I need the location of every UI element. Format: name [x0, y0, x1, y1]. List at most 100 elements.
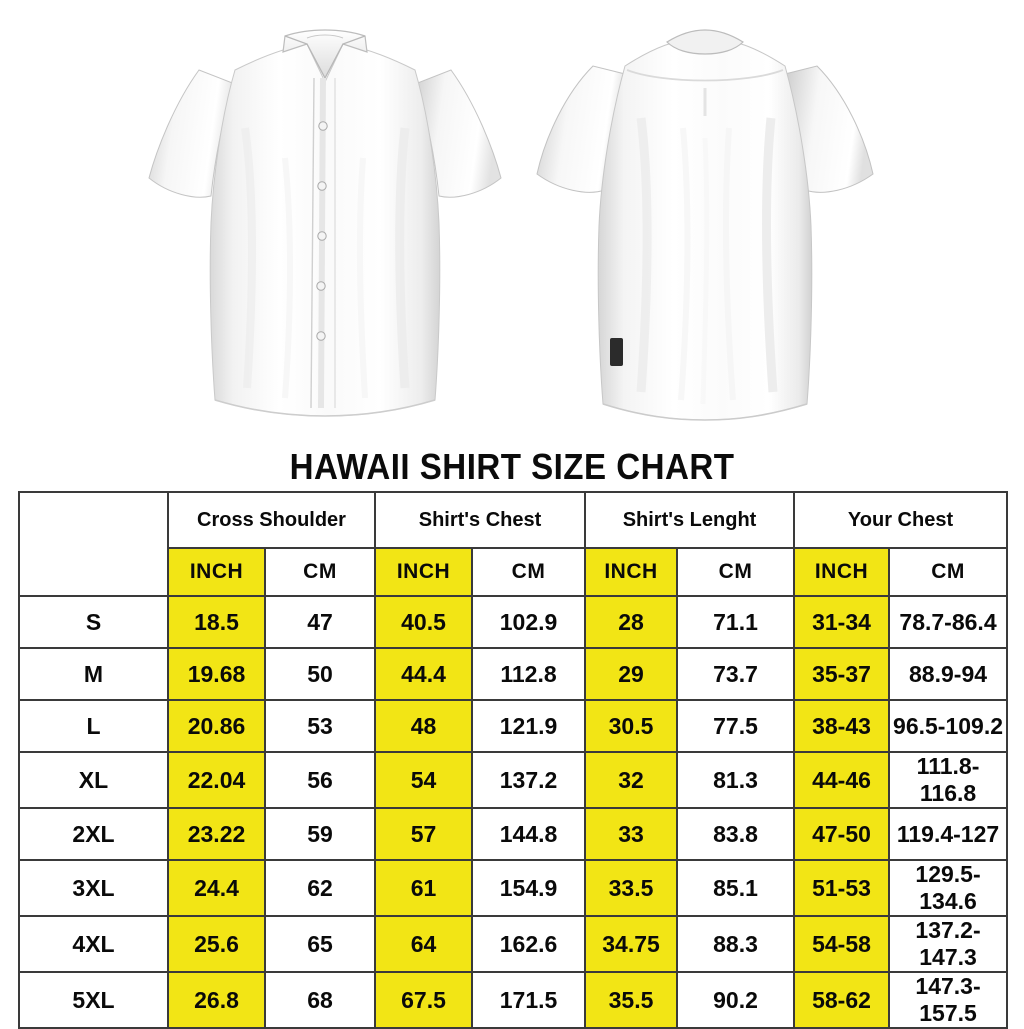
cell-shirts-chest-cm: 137.2: [471, 751, 587, 809]
size-label-cell: 3XL: [18, 859, 169, 917]
group-header-shirts-lenght: Shirt's Lenght: [584, 491, 796, 549]
cell-shirts-lenght-cm: 85.1: [676, 859, 796, 917]
cell-shirts-lenght-inch: 29: [584, 647, 679, 701]
cell-your-chest-inch: 51-53: [793, 859, 891, 917]
cell-your-chest-inch: 35-37: [793, 647, 891, 701]
cell-shirts-chest-cm: 171.5: [471, 971, 587, 1029]
table-row: 4XL 25.6 65 64 162.6 34.75 88.3 54-58 137.2-147.…: [18, 915, 1009, 973]
cell-shirts-lenght-cm: 71.1: [676, 595, 796, 649]
cell-shirts-chest-inch: 44.4: [374, 647, 474, 701]
unit-header-your-chest-cm: CM: [888, 547, 1009, 597]
cell-cross-shoulder-inch: 20.86: [167, 699, 266, 753]
cell-shirts-lenght-inch: 35.5: [584, 971, 679, 1029]
table-row: M 19.68 50 44.4 112.8 29 73.7 35-37 88.9-94: [18, 647, 1009, 701]
cell-your-chest-cm: 147.3-157.5: [888, 971, 1009, 1029]
cell-shirts-lenght-cm: 81.3: [676, 751, 796, 809]
unit-header-your-chest-inch: INCH: [793, 547, 891, 597]
cell-your-chest-inch: 54-58: [793, 915, 891, 973]
cell-cross-shoulder-inch: 25.6: [167, 915, 266, 973]
table-row: 2XL 23.22 59 57 144.8 33 83.8 47-50 119.4-127: [18, 807, 1009, 861]
cell-shirts-chest-inch: 67.5: [374, 971, 474, 1029]
size-chart-table: Cross Shoulder Shirt's Chest Shirt's Len…: [18, 491, 1009, 1029]
cell-shirts-lenght-inch: 34.75: [584, 915, 679, 973]
cell-shirts-lenght-cm: 73.7: [676, 647, 796, 701]
cell-shirts-chest-cm: 112.8: [471, 647, 587, 701]
cell-cross-shoulder-cm: 68: [263, 971, 377, 1029]
shirt-front-view: [135, 8, 515, 433]
cell-your-chest-cm: 111.8-116.8: [888, 751, 1009, 809]
cell-your-chest-inch: 58-62: [793, 971, 891, 1029]
cell-cross-shoulder-cm: 59: [263, 807, 377, 861]
cell-cross-shoulder-cm: 56: [263, 751, 377, 809]
cell-shirts-chest-cm: 121.9: [471, 699, 587, 753]
unit-header-shirts-lenght-inch: INCH: [584, 547, 679, 597]
group-header-shirts-chest: Shirt's Chest: [374, 491, 587, 549]
cell-your-chest-inch: 47-50: [793, 807, 891, 861]
cell-shirts-chest-cm: 102.9: [471, 595, 587, 649]
shirt-hem-label-tag: [610, 338, 623, 366]
cell-shirts-chest-inch: 61: [374, 859, 474, 917]
size-label-cell: L: [18, 699, 169, 753]
cell-shirts-lenght-inch: 33.5: [584, 859, 679, 917]
table-row: 3XL 24.4 62 61 154.9 33.5 85.1 51-53 129.5-134.6: [18, 859, 1009, 917]
size-label-cell: 2XL: [18, 807, 169, 861]
cell-shirts-lenght-inch: 32: [584, 751, 679, 809]
cell-cross-shoulder-inch: 26.8: [167, 971, 266, 1029]
table-row: XL 22.04 56 54 137.2 32 81.3 44-46 111.8-116.8: [18, 751, 1009, 809]
table-row: L 20.86 53 48 121.9 30.5 77.5 38-43 96.5-109.2: [18, 699, 1009, 753]
unit-header-shirts-chest-cm: CM: [471, 547, 587, 597]
size-label-cell: S: [18, 595, 169, 649]
cell-shirts-chest-cm: 162.6: [471, 915, 587, 973]
cell-cross-shoulder-cm: 47: [263, 595, 377, 649]
table-row: 5XL 26.8 68 67.5 171.5 35.5 90.2 58-62 147.3-157…: [18, 971, 1009, 1029]
cell-your-chest-inch: 38-43: [793, 699, 891, 753]
cell-cross-shoulder-inch: 23.22: [167, 807, 266, 861]
group-header-row: Cross Shoulder Shirt's Chest Shirt's Len…: [18, 491, 1009, 597]
cell-shirts-chest-inch: 54: [374, 751, 474, 809]
cell-shirts-lenght-cm: 88.3: [676, 915, 796, 973]
cell-shirts-chest-cm: 154.9: [471, 859, 587, 917]
cell-shirts-lenght-inch: 28: [584, 595, 679, 649]
cell-shirts-chest-cm: 144.8: [471, 807, 587, 861]
cell-your-chest-cm: 78.7-86.4: [888, 595, 1009, 649]
cell-cross-shoulder-cm: 53: [263, 699, 377, 753]
cell-cross-shoulder-inch: 22.04: [167, 751, 266, 809]
cell-shirts-chest-inch: 48: [374, 699, 474, 753]
unit-header-row: INCH CM INCH CM INCH CM INCH CM: [19, 547, 1009, 597]
size-label-cell: M: [18, 647, 169, 701]
corner-blank-cell: [18, 491, 169, 597]
size-label-cell: 5XL: [18, 971, 169, 1029]
cell-shirts-chest-inch: 40.5: [374, 595, 474, 649]
cell-cross-shoulder-inch: 24.4: [167, 859, 266, 917]
cell-shirts-lenght-inch: 33: [584, 807, 679, 861]
unit-header-shirts-lenght-cm: CM: [676, 547, 796, 597]
cell-cross-shoulder-inch: 19.68: [167, 647, 266, 701]
unit-header-cross-shoulder-inch: INCH: [167, 547, 266, 597]
unit-header-cross-shoulder-cm: CM: [263, 547, 377, 597]
cell-cross-shoulder-cm: 65: [263, 915, 377, 973]
cell-your-chest-cm: 119.4-127: [888, 807, 1009, 861]
cell-your-chest-inch: 31-34: [793, 595, 891, 649]
cell-cross-shoulder-inch: 18.5: [167, 595, 266, 649]
size-label-cell: 4XL: [18, 915, 169, 973]
cell-shirts-chest-inch: 57: [374, 807, 474, 861]
shirt-back-view: [515, 8, 895, 433]
group-header-your-chest: Your Chest: [793, 491, 1009, 549]
cell-cross-shoulder-cm: 62: [263, 859, 377, 917]
group-header-cross-shoulder: Cross Shoulder: [166, 491, 377, 549]
page-title: HAWAII SHIRT SIZE CHART: [289, 446, 735, 487]
cell-shirts-lenght-cm: 77.5: [676, 699, 796, 753]
cell-your-chest-cm: 96.5-109.2: [888, 699, 1009, 753]
product-image-strip: [0, 0, 1024, 444]
size-label-cell: XL: [18, 751, 169, 809]
cell-shirts-lenght-inch: 30.5: [584, 699, 679, 753]
cell-shirts-lenght-cm: 90.2: [676, 971, 796, 1029]
cell-your-chest-cm: 137.2-147.3: [888, 915, 1009, 973]
cell-your-chest-cm: 129.5-134.6: [888, 859, 1009, 917]
cell-your-chest-inch: 44-46: [793, 751, 891, 809]
cell-your-chest-cm: 88.9-94: [888, 647, 1009, 701]
cell-shirts-lenght-cm: 83.8: [676, 807, 796, 861]
cell-shirts-chest-inch: 64: [374, 915, 474, 973]
table-row: S 18.5 47 40.5 102.9 28 71.1 31-34 78.7-86.4: [18, 595, 1009, 649]
size-chart-container: Cross Shoulder Shirt's Chest Shirt's Len…: [18, 491, 1009, 1029]
